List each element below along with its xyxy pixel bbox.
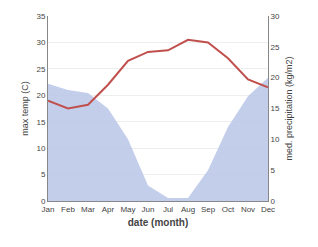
svg-text:May: May xyxy=(120,205,135,214)
svg-text:20: 20 xyxy=(36,91,45,100)
svg-text:0: 0 xyxy=(41,197,46,206)
svg-text:Oct: Oct xyxy=(222,205,235,214)
svg-text:0: 0 xyxy=(271,197,276,206)
svg-text:Jun: Jun xyxy=(142,205,155,214)
svg-text:Apr: Apr xyxy=(102,205,115,214)
svg-text:25: 25 xyxy=(36,65,45,74)
svg-text:30: 30 xyxy=(36,38,45,47)
svg-text:Nov: Nov xyxy=(241,205,255,214)
svg-text:Mar: Mar xyxy=(81,205,95,214)
svg-text:30: 30 xyxy=(271,12,280,21)
svg-text:35: 35 xyxy=(36,12,45,21)
svg-text:Feb: Feb xyxy=(61,205,75,214)
svg-text:Aug: Aug xyxy=(181,205,195,214)
svg-text:Jan: Jan xyxy=(42,205,55,214)
svg-text:5: 5 xyxy=(41,170,46,179)
svg-text:25: 25 xyxy=(271,43,280,52)
svg-text:med. precipitation (kg/m2): med. precipitation (kg/m2) xyxy=(284,56,294,160)
svg-text:10: 10 xyxy=(36,144,45,153)
svg-text:Jul: Jul xyxy=(163,205,173,214)
svg-text:max temp (C): max temp (C) xyxy=(20,81,30,136)
svg-text:15: 15 xyxy=(271,104,280,113)
svg-text:Dec: Dec xyxy=(261,205,275,214)
svg-text:20: 20 xyxy=(271,73,280,82)
svg-text:10: 10 xyxy=(271,135,280,144)
svg-text:Sep: Sep xyxy=(201,205,216,214)
svg-text:date (month): date (month) xyxy=(128,217,189,228)
svg-text:5: 5 xyxy=(271,166,276,175)
svg-text:15: 15 xyxy=(36,118,45,127)
